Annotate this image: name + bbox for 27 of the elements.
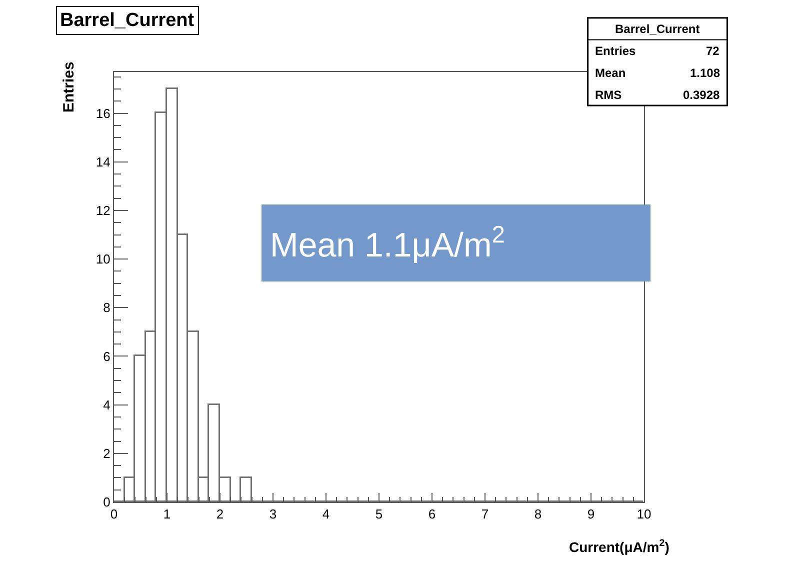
y-tick-label: 2 <box>103 446 110 461</box>
y-tick-label: 6 <box>103 348 110 364</box>
y-tick-label: 12 <box>96 203 110 218</box>
x-axis-title: Current(μA/m$^{2}$) <box>569 538 670 555</box>
annotation: Mean 1.1μA/m$^{2}$ <box>270 221 506 265</box>
chart-title: Barrel_Current <box>60 10 195 31</box>
text: Mean 1.108 <box>595 66 720 80</box>
text: Entries 72 <box>595 44 720 58</box>
x-tick-label: 4 <box>322 506 330 522</box>
x-tick-label: 5 <box>375 506 383 522</box>
text: Barrel_Current <box>615 22 700 36</box>
y-tick-label: 14 <box>96 154 110 170</box>
x-tick-label: 9 <box>587 506 595 522</box>
y-tick-label: 4 <box>103 397 110 412</box>
x-tick-label: 2 <box>216 506 224 522</box>
x-tick-label: 3 <box>269 506 277 522</box>
y-tick-label: 10 <box>96 252 110 267</box>
y-axis-title: Entries <box>60 62 78 113</box>
x-tick-label: 7 <box>481 506 489 522</box>
x-tick-label: 1 <box>163 506 171 522</box>
y-tick-label: 16 <box>96 106 110 121</box>
text: RMS 0.3928 <box>595 88 720 102</box>
x-tick-label: 10 <box>636 506 652 522</box>
x-tick-label: 8 <box>534 506 542 522</box>
y-tick-label: 8 <box>103 300 110 316</box>
x-tick-label: 6 <box>428 506 436 522</box>
y-tick-label: 0 <box>103 494 110 510</box>
